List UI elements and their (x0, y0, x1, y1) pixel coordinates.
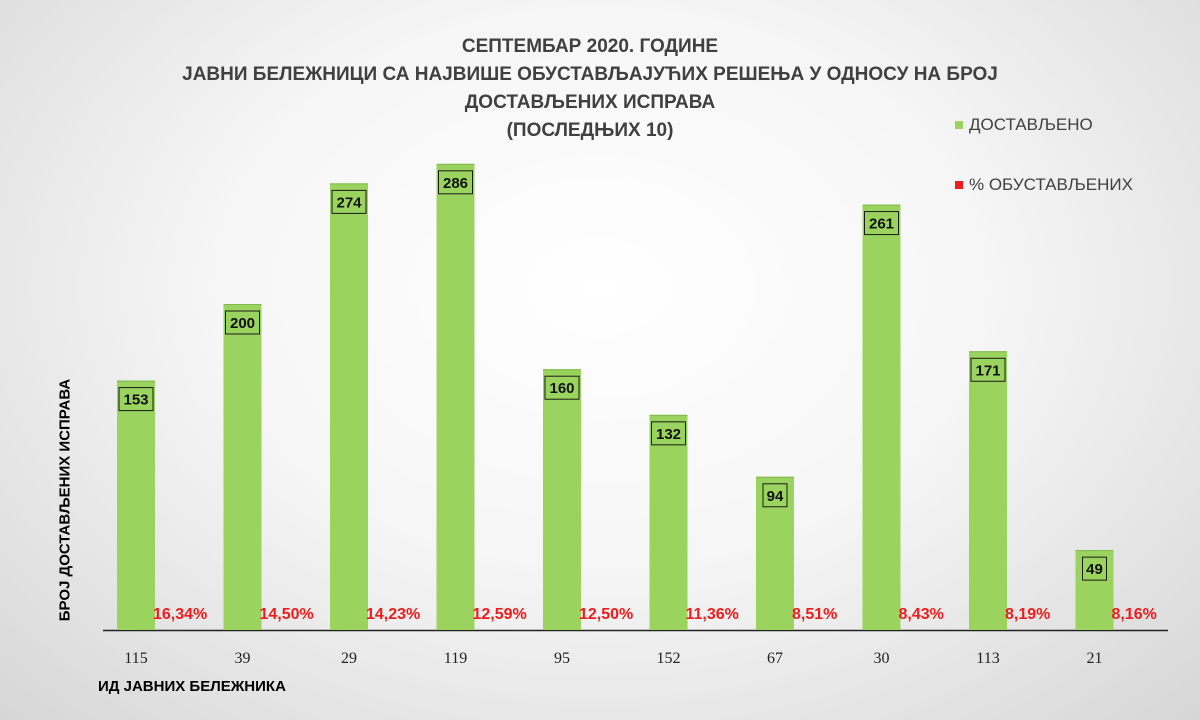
x-tick-label: 119 (444, 650, 467, 667)
chart-title-line: СЕПТЕМБАР 2020. ГОДИНЕ (461, 36, 719, 57)
data-label-delivered: 153 (123, 392, 148, 409)
data-label-delivered: 286 (443, 175, 468, 192)
bar-delivered (862, 204, 901, 630)
data-label-suspended-percent: 8,16% (1112, 606, 1157, 623)
data-label-suspended-percent: 12,59% (473, 606, 527, 623)
legend-item-suspended-percent: % ОБУСТАВЉЕНИХ (955, 173, 1133, 197)
bar-delivered (543, 369, 581, 630)
data-label-box (544, 375, 580, 400)
x-tick-label: 113 (976, 650, 999, 667)
x-tick-label: 30 (874, 650, 890, 667)
data-label-delivered: 49 (1086, 561, 1103, 578)
data-label-box (1082, 556, 1107, 581)
bar-delivered (330, 183, 368, 630)
x-axis-title: ИД ЈАВНИХ БЕЛЕЖНИКА (98, 678, 286, 695)
bar-delivered (436, 163, 475, 630)
data-label-box (438, 170, 473, 195)
data-label-box (225, 310, 260, 335)
data-label-suspended-percent: 8,19% (1005, 606, 1050, 623)
data-label-delivered: 132 (656, 426, 681, 443)
x-tick-label: 21 (1087, 650, 1103, 667)
data-label-delivered: 261 (869, 216, 894, 233)
legend: ДОСТАВЉЕНО % ОБУСТАВЉЕНИХ (955, 113, 1133, 197)
chart-title-line: ДОСТАВЉЕНИХ ИСПРАВА (464, 92, 716, 113)
data-label-delivered: 94 (767, 488, 784, 505)
data-label-box (762, 483, 788, 508)
data-label-suspended-percent: 16,34% (153, 606, 207, 623)
bar-delivered (649, 414, 688, 630)
legend-item-delivered: ДОСТАВЉЕНО (955, 113, 1133, 137)
chart-title-line: ЈАВНИ БЕЛЕЖНИЦИ СА НАЈВИШЕ ОБУСТАВЉАЈУЋИ… (182, 64, 998, 85)
data-label-suspended-percent: 8,51% (792, 606, 837, 623)
legend-label-delivered: ДОСТАВЉЕНО (969, 115, 1093, 134)
data-label-suspended-percent: 8,43% (899, 606, 944, 623)
data-label-box (970, 357, 1006, 382)
x-tick-label: 29 (341, 650, 357, 667)
x-tick-label: 95 (554, 650, 570, 667)
data-label-box (118, 387, 154, 412)
legend-swatch-delivered (955, 121, 963, 129)
data-label-suspended-percent: 11,36% (686, 606, 739, 623)
data-label-suspended-percent: 12,50% (579, 606, 633, 623)
data-label-delivered: 200 (230, 315, 255, 332)
data-label-suspended-percent: 14,23% (366, 606, 420, 623)
bar-delivered (223, 304, 262, 630)
legend-label-suspended-percent: % ОБУСТАВЉЕНИХ (969, 175, 1133, 194)
data-label-box (651, 421, 686, 446)
x-tick-label: 39 (235, 650, 251, 667)
x-tick-label: 152 (657, 650, 681, 667)
data-label-delivered: 171 (975, 362, 1000, 379)
data-label-suspended-percent: 14,50% (260, 606, 314, 623)
data-label-delivered: 160 (549, 380, 574, 397)
data-label-box (864, 211, 899, 236)
x-tick-label: 115 (124, 650, 147, 667)
data-label-delivered: 274 (336, 194, 362, 211)
bar-delivered (969, 351, 1007, 630)
legend-swatch-suspended-percent (955, 181, 963, 189)
data-label-box (331, 189, 367, 214)
x-tick-label: 67 (767, 650, 783, 667)
bar-delivered (117, 380, 155, 630)
chart-title-line: (ПОСЛЕДЊИХ 10) (506, 120, 674, 141)
chart-title: СЕПТЕМБАР 2020. ГОДИНЕ ЈАВНИ БЕЛЕЖНИЦИ С… (150, 33, 1030, 145)
